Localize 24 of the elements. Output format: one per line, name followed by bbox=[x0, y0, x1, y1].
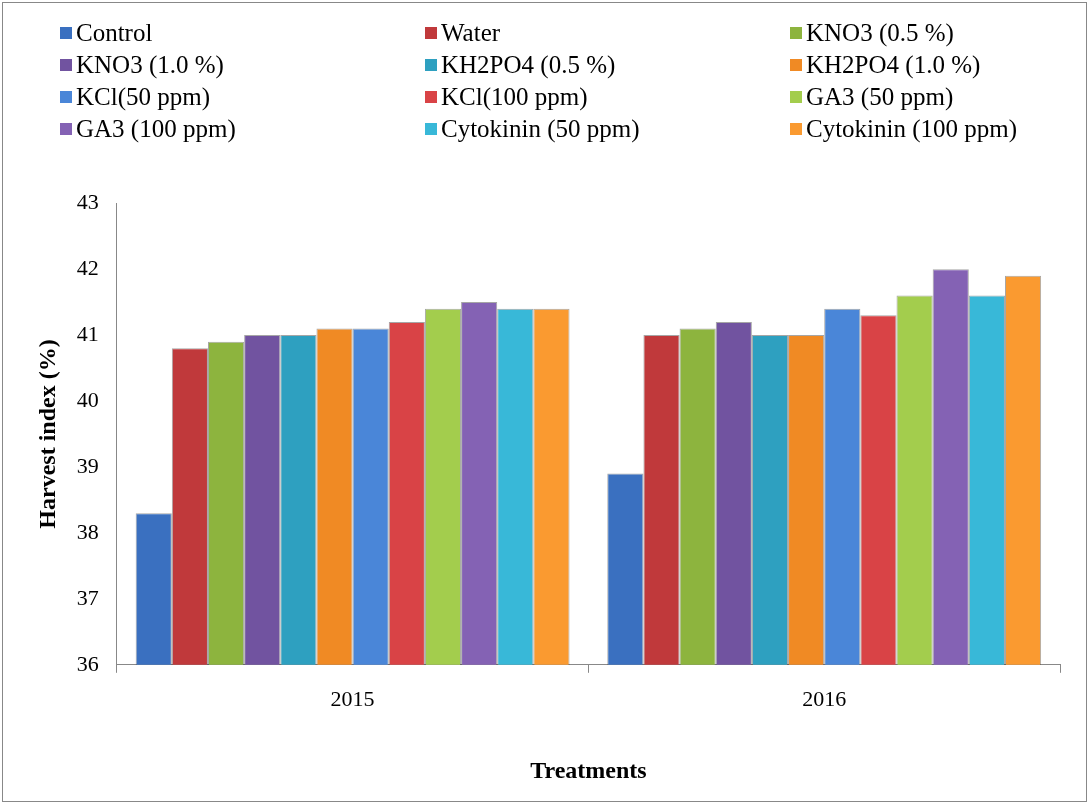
legend-label: Cytokinin (50 ppm) bbox=[441, 114, 640, 144]
y-tick-label: 42 bbox=[76, 254, 99, 280]
legend-label: Cytokinin (100 ppm) bbox=[806, 114, 1018, 144]
x-axis-title: Treatments bbox=[530, 756, 647, 783]
legend-label: KCl(100 ppm) bbox=[441, 82, 588, 112]
y-tick-label: 39 bbox=[76, 452, 99, 478]
legend-label: KNO3 (0.5 %) bbox=[806, 18, 954, 48]
legend-label: GA3 (50 ppm) bbox=[806, 82, 954, 112]
x-tick-label: 2016 bbox=[802, 685, 847, 711]
x-tick-label: 2015 bbox=[330, 685, 375, 711]
y-axis-title: Harvest index (%) bbox=[33, 339, 60, 529]
legend-label: Control bbox=[76, 18, 153, 48]
legend-label: GA3 (100 ppm) bbox=[76, 114, 236, 144]
y-tick-label: 38 bbox=[76, 518, 99, 544]
legend-label: Water bbox=[441, 18, 501, 48]
y-tick-label: 43 bbox=[76, 188, 99, 214]
legend-label: KNO3 (1.0 %) bbox=[76, 50, 224, 80]
y-tick-label: 36 bbox=[76, 650, 99, 676]
y-tick-label: 40 bbox=[76, 386, 99, 412]
y-tick-label: 41 bbox=[76, 320, 99, 346]
legend-label: KH2PO4 (1.0 %) bbox=[806, 50, 981, 80]
legend-label: KCl(50 ppm) bbox=[76, 82, 211, 112]
legend-label: KH2PO4 (0.5 %) bbox=[441, 50, 616, 80]
y-tick-label: 37 bbox=[76, 584, 99, 610]
